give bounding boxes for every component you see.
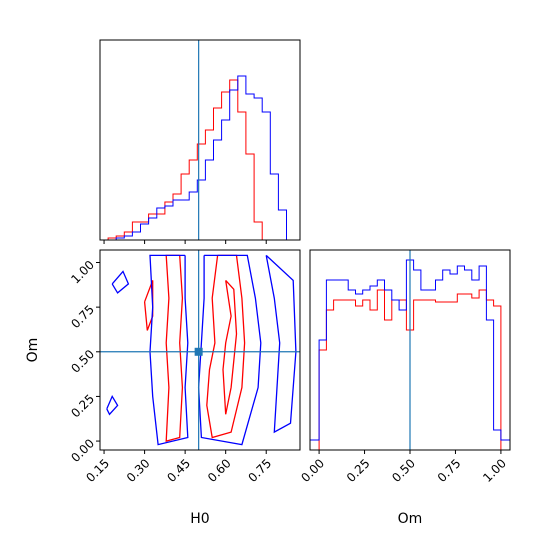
contour-frame [99,249,301,451]
om-hist-series-1 [310,259,510,441]
x-axis-label-om: Om [398,511,423,527]
om-hist-xtick-label-3: 0.75 [435,456,464,485]
axis-labels: H0 Om Om [25,338,422,527]
om-marginal-panel: 0.00 0.25 0.50 0.75 1.00 [298,249,511,485]
contour-xtick-label-3: 0.60 [205,456,234,485]
contour-xtick-label-4: 0.75 [245,456,274,485]
contour-ytick-label-3: 0.75 [68,302,97,331]
h0-hist-series-1 [100,75,300,241]
contour-xtick-label-0: 0.15 [83,456,112,485]
contour-truth-marker [194,347,203,356]
contour-0-1 [206,254,246,439]
contour-0-3 [222,279,238,415]
contour-ytick-label-4: 1.00 [68,258,97,287]
contour-lines [106,254,297,446]
contour-1-1 [197,254,262,446]
om-hist-xtick-label-4: 1.00 [480,456,509,485]
contour-ytick-label-0: 0.00 [68,436,97,465]
x-axis-label-h0: H0 [190,511,209,527]
om-hist-xtick-label-0: 0.00 [298,456,327,485]
h0-hist-frame [99,39,301,241]
h0-hist-series-0 [100,79,300,241]
contour-1-0 [149,254,189,446]
contour-0-0 [165,254,184,442]
om-hist-xtick-label-2: 0.50 [389,456,418,485]
contour-1-3 [106,394,119,416]
contour-ytick-label-2: 0.50 [68,347,97,376]
h0-marginal-panel [99,39,301,244]
contour-xtick-label-1: 0.30 [124,456,153,485]
om-hist-series-0 [310,289,510,451]
contour-1-2 [111,270,130,294]
contour-xtick-label-2: 0.45 [164,456,193,485]
y-axis-label-om: Om [25,338,41,363]
om-hist-xtick-label-1: 0.25 [344,456,373,485]
h0-om-contour-panel: 0.15 0.30 0.45 0.60 0.75 0.00 0.25 0.50 0.75 1.00 [68,249,301,485]
contour-1-4 [265,254,297,434]
contour-ytick-label-1: 0.25 [68,392,97,421]
